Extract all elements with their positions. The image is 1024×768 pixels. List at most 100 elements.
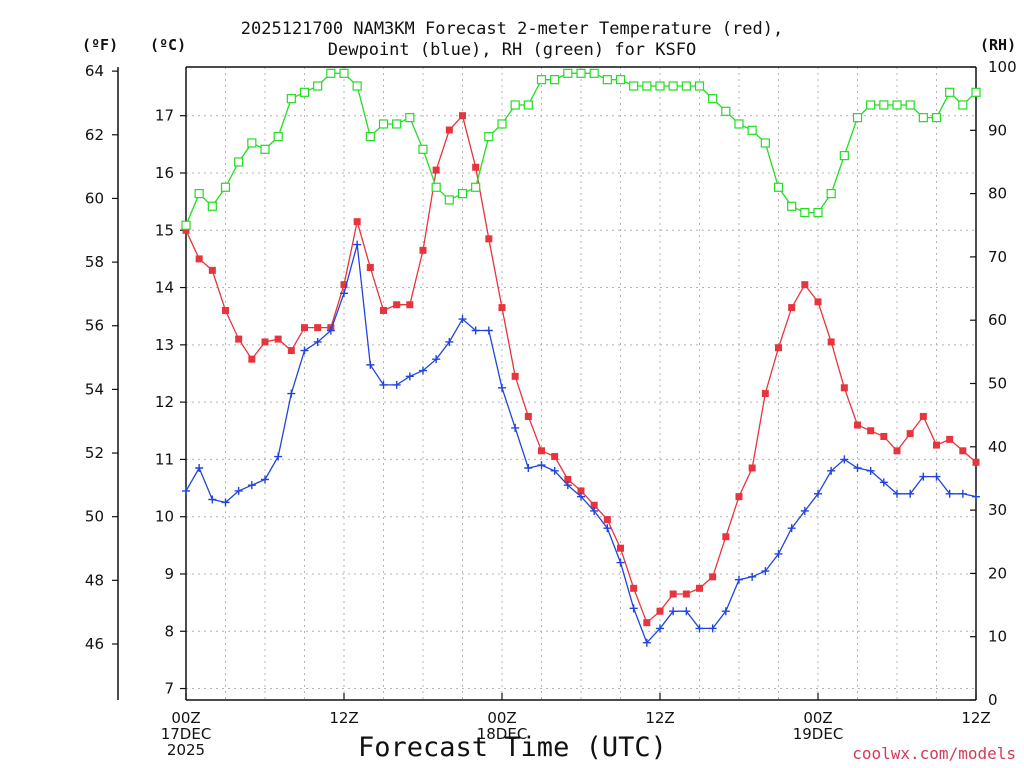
dewpoint-point [471, 326, 480, 335]
rh-point [299, 87, 310, 97]
temperature-point [775, 344, 782, 352]
temperature-point [538, 447, 545, 455]
celsius-tick-label: 9 [164, 565, 174, 583]
rh-point [589, 68, 599, 78]
rh-point [813, 207, 823, 218]
rh-tick-label: 90 [988, 121, 1007, 139]
celsius-tick-label: 15 [155, 221, 174, 239]
rh-point [326, 68, 336, 78]
dewpoint-point [247, 481, 256, 490]
dewpoint-point [708, 624, 717, 633]
dewpoint-point [379, 380, 388, 389]
dewpoint-point [287, 389, 296, 398]
dewpoint-point [972, 492, 980, 501]
dewpoint-point [695, 624, 704, 633]
temperature-point [972, 458, 980, 466]
rh-point [523, 100, 533, 110]
temperature-point [709, 573, 717, 581]
dewpoint-point [669, 607, 678, 616]
dewpoint-point [932, 472, 941, 481]
temperature-point [788, 304, 796, 312]
fahrenheit-tick-label: 58 [85, 253, 104, 271]
dewpoint-point [853, 463, 862, 472]
temperature-point [696, 584, 703, 592]
temperature-point [261, 338, 269, 346]
rh-tick-label: 10 [988, 628, 1007, 646]
temperature-point [827, 338, 835, 346]
temperature-point [485, 235, 493, 243]
fahrenheit-tick-label: 50 [85, 508, 104, 526]
dewpoint-point [326, 326, 335, 335]
rh-point [879, 100, 889, 110]
rh-point [905, 100, 915, 110]
rh-point [536, 75, 547, 85]
rh-point [734, 119, 744, 129]
rh-point [971, 87, 981, 97]
celsius-tick-label: 10 [155, 508, 174, 526]
rh-point [207, 201, 217, 211]
dewpoint-point [313, 337, 322, 346]
rh-point [945, 87, 955, 97]
dewpoint-point [906, 489, 915, 498]
rh-point [220, 182, 231, 192]
rh-point [773, 182, 784, 192]
temperature-point [208, 266, 216, 274]
credit-link[interactable]: coolwx.com/models [852, 744, 1016, 763]
temperature-point [248, 355, 256, 363]
fahrenheit-tick-label: 48 [85, 571, 104, 589]
rh-point [694, 81, 705, 91]
rh-point [800, 207, 810, 218]
fahrenheit-tick-label: 60 [85, 189, 104, 207]
x-axis-label: Forecast Time (UTC) [358, 732, 667, 763]
dewpoint-point [893, 489, 901, 498]
rh-point [431, 182, 441, 192]
temperature-point [274, 335, 282, 343]
dewpoint-point [274, 452, 283, 461]
celsius-tick-label: 16 [155, 164, 174, 182]
dewpoint-point [735, 575, 743, 584]
rh-point [576, 68, 586, 78]
rh-point [392, 119, 402, 129]
dewpoint-point [432, 355, 441, 364]
dewpoint-point [511, 423, 520, 432]
temperature-point [801, 281, 809, 289]
dewpoint-point [300, 346, 309, 355]
temperature-point [301, 324, 308, 332]
celsius-tick-label: 14 [155, 279, 174, 297]
celsius-tick-label: 17 [155, 107, 174, 125]
temperature-point [472, 163, 480, 171]
temperature-point [656, 607, 664, 615]
rh-point [484, 132, 494, 142]
dewpoint-point [419, 366, 427, 375]
dewpoint-point [748, 572, 757, 581]
temperature-point [722, 533, 730, 541]
temperature-point [459, 112, 466, 120]
temperature-point [893, 447, 901, 455]
rh-point [405, 113, 415, 123]
temperature-point [353, 218, 361, 226]
rh-point [615, 75, 626, 85]
x-tick-label: 00Z [803, 709, 832, 727]
dewpoint-point [616, 558, 625, 567]
rh-point [497, 119, 507, 129]
rh-point [681, 81, 691, 91]
fahrenheit-tick-label: 62 [85, 126, 104, 144]
rh-point [194, 189, 204, 199]
celsius-tick-label: 7 [164, 680, 174, 698]
rh-point [866, 100, 876, 110]
temperature-point [195, 255, 203, 263]
rh-point [457, 189, 468, 199]
dewpoint-point [392, 380, 401, 389]
dewpoint-point [261, 475, 269, 484]
axes: 46 48 50 52 54 56 58 60 62 64 7 8 9 10 11 12 13 14 15 16 17 0… [85, 58, 1017, 759]
x-tick-label: 00Z [487, 709, 516, 727]
dewpoint-point [208, 495, 217, 504]
dewpoint-point [958, 489, 967, 498]
rh-point [563, 68, 573, 78]
rh-tick-label: 0 [988, 691, 998, 709]
rh-point [352, 81, 362, 91]
temperature-point [617, 544, 624, 552]
x-tick-label: 12Z [329, 709, 358, 727]
temperature-point [630, 584, 638, 592]
rh-point [260, 144, 270, 154]
